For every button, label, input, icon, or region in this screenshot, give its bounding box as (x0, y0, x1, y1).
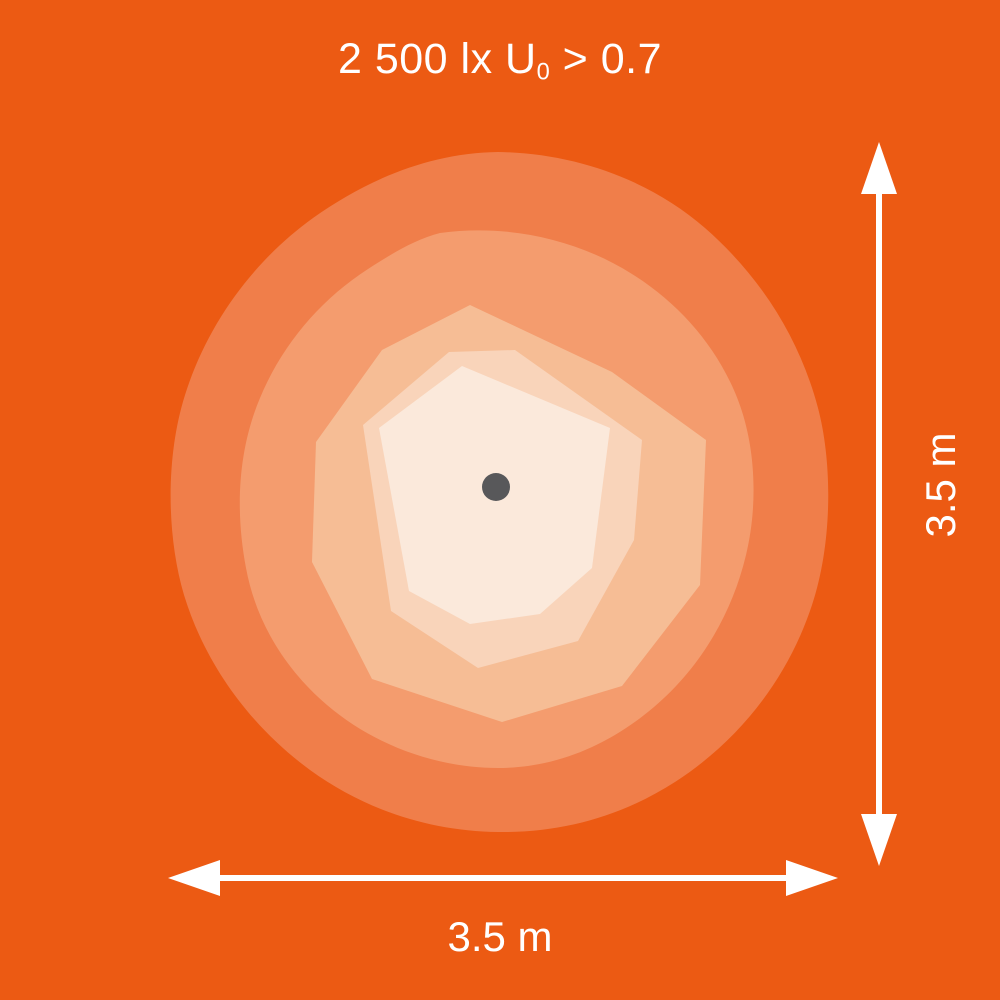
vertical-dimension-arrow (861, 142, 897, 866)
horizontal-dimension-label: 3.5 m (447, 913, 553, 960)
arrow-head-left-icon (168, 860, 220, 896)
horizontal-dimension-arrow (168, 860, 838, 896)
title-illuminance-text: 2 500 lx U (337, 35, 537, 83)
luminaire-position-dot (482, 473, 510, 501)
diagram-title: 2 500 lx U0 > 0.7 (0, 35, 1000, 86)
title-uniformity-text: > 0.7 (550, 35, 663, 83)
vertical-dimension-label: 3.5 m (916, 432, 964, 538)
arrow-head-up-icon (861, 142, 897, 194)
arrow-head-right-icon (786, 860, 838, 896)
title-subscript: 0 (536, 59, 551, 86)
arrow-head-down-icon (861, 814, 897, 866)
